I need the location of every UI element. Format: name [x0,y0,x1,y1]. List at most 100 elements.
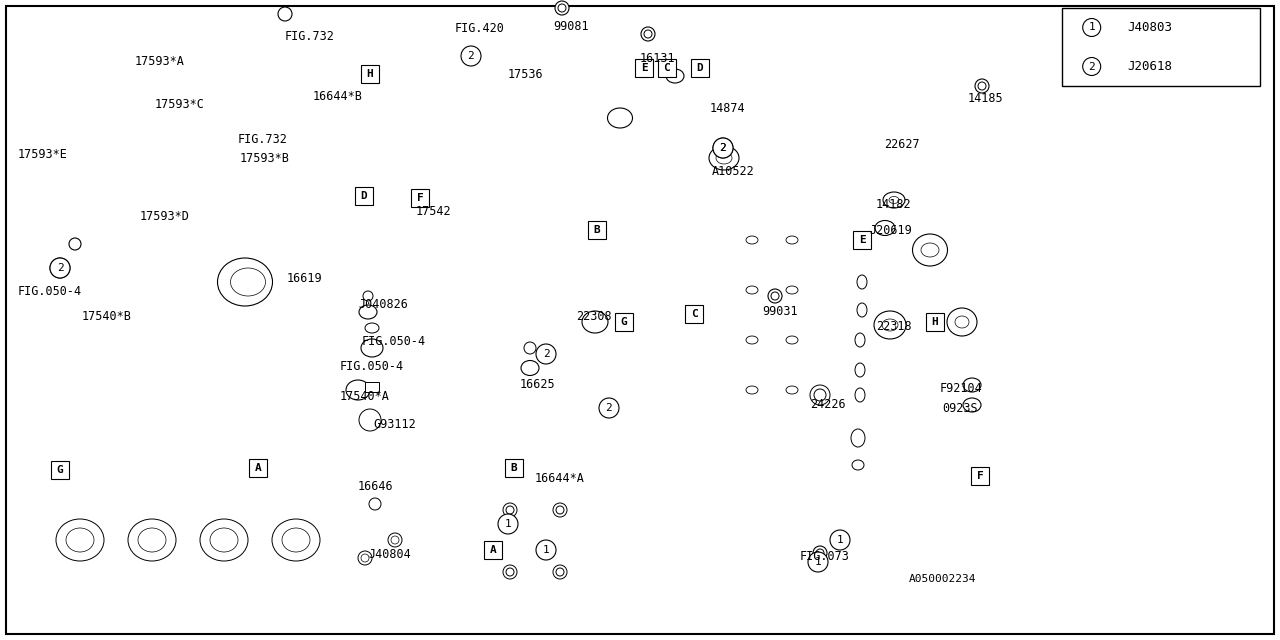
Ellipse shape [128,519,177,561]
Circle shape [361,554,369,562]
Ellipse shape [365,323,379,333]
Text: G: G [621,317,627,327]
Ellipse shape [883,192,905,208]
Circle shape [364,291,372,301]
Bar [852,231,870,249]
Text: H: H [932,317,938,327]
Ellipse shape [361,339,383,357]
Text: 16625: 16625 [520,378,556,391]
Text: 1: 1 [504,519,512,529]
Ellipse shape [608,108,632,128]
Bar [250,459,268,477]
Ellipse shape [786,286,797,294]
Ellipse shape [851,429,865,447]
Circle shape [461,46,481,66]
Text: 14874: 14874 [710,102,746,115]
Bar [484,541,502,559]
Bar [691,59,709,77]
Text: 17593*D: 17593*D [140,210,189,223]
Text: 1: 1 [837,535,844,545]
Bar [355,187,372,205]
Text: J20618: J20618 [1128,60,1172,73]
Text: C: C [663,63,671,73]
Ellipse shape [852,460,864,470]
Ellipse shape [582,311,608,333]
Text: FIG.050-4: FIG.050-4 [362,335,426,348]
Circle shape [69,238,81,250]
Text: 2: 2 [543,349,549,359]
Circle shape [498,514,518,534]
Text: J20619: J20619 [869,224,911,237]
Circle shape [278,7,292,21]
Circle shape [813,546,827,560]
Ellipse shape [138,528,166,552]
Text: FIG.050-4: FIG.050-4 [18,285,82,298]
Circle shape [833,531,847,545]
Text: 0923S: 0923S [942,402,978,415]
Text: A: A [255,463,261,473]
Text: 99031: 99031 [762,305,797,318]
Ellipse shape [200,519,248,561]
Text: FRONT: FRONT [99,371,133,385]
Circle shape [358,409,381,431]
Circle shape [829,530,850,550]
Ellipse shape [963,378,980,392]
Text: 16619: 16619 [287,272,323,285]
Circle shape [524,342,536,354]
Text: 22318: 22318 [876,320,911,333]
Ellipse shape [230,268,265,296]
Ellipse shape [855,388,865,402]
Circle shape [358,551,372,565]
Ellipse shape [210,528,238,552]
Text: J40803: J40803 [1128,21,1172,34]
Text: 99081: 99081 [553,20,589,33]
Text: 14185: 14185 [968,92,1004,105]
Circle shape [810,385,829,405]
Circle shape [1083,19,1101,36]
Ellipse shape [955,316,969,328]
Circle shape [503,565,517,579]
Bar [1062,8,1260,86]
Text: FIG.073: FIG.073 [800,550,850,563]
Ellipse shape [666,69,684,83]
Bar [588,221,605,239]
Ellipse shape [913,234,947,266]
Ellipse shape [922,243,940,257]
Text: E: E [859,235,865,245]
Circle shape [978,82,986,90]
Circle shape [506,568,515,576]
Circle shape [644,30,652,38]
Ellipse shape [56,519,104,561]
Text: 17536: 17536 [508,68,544,81]
Ellipse shape [786,336,797,344]
Text: 17593*E: 17593*E [18,148,68,161]
Ellipse shape [947,308,977,336]
Bar [361,65,379,83]
Circle shape [506,506,515,514]
Circle shape [536,540,556,560]
Circle shape [771,292,780,300]
Circle shape [836,534,844,542]
Ellipse shape [346,380,370,400]
Bar [365,382,379,392]
Text: D: D [361,191,367,201]
Circle shape [556,506,564,514]
Ellipse shape [746,386,758,394]
Text: F: F [416,193,424,203]
Ellipse shape [855,363,865,377]
Ellipse shape [746,336,758,344]
Text: 2: 2 [56,263,64,273]
Circle shape [556,1,570,15]
Circle shape [556,568,564,576]
Text: A: A [490,545,497,555]
Text: G93112: G93112 [372,418,416,431]
Text: 2: 2 [467,51,475,61]
Circle shape [390,536,399,544]
Circle shape [50,258,70,278]
Bar [925,313,945,331]
Text: 1: 1 [814,557,822,567]
Text: A10522: A10522 [712,165,755,178]
Ellipse shape [521,360,539,376]
Circle shape [817,549,824,557]
Text: A050002234: A050002234 [909,574,977,584]
